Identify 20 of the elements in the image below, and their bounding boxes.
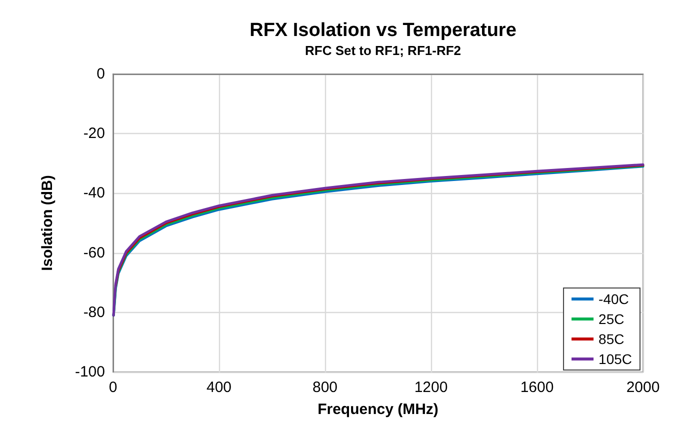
x-axis-title: Frequency (MHz) bbox=[318, 401, 438, 418]
y-tick-label: -80 bbox=[83, 304, 105, 321]
y-axis-title: Isolation (dB) bbox=[39, 175, 56, 271]
y-tick-label: -60 bbox=[83, 244, 105, 262]
legend-label: 25C bbox=[598, 311, 624, 327]
y-tick-label: -20 bbox=[83, 125, 105, 142]
y-tick-label: 0 bbox=[96, 66, 105, 82]
legend-label: -40C bbox=[598, 291, 629, 307]
legend-label: 105C bbox=[598, 351, 632, 367]
x-tick-label: 2000 bbox=[626, 379, 660, 396]
x-tick-label: 800 bbox=[312, 379, 338, 396]
y-tick-label: -40 bbox=[83, 184, 105, 202]
x-tick-label: 400 bbox=[206, 379, 232, 396]
chart-subtitle: RFC Set to RF1; RF1-RF2 bbox=[305, 43, 461, 58]
y-tick-label: -100 bbox=[74, 364, 105, 380]
x-tick-label: 1200 bbox=[414, 379, 448, 396]
chart-title: RFX Isolation vs Temperature bbox=[250, 20, 516, 41]
legend-label: 85C bbox=[598, 331, 624, 347]
x-tick-label: 1600 bbox=[520, 379, 554, 396]
x-tick-label: 0 bbox=[108, 379, 118, 396]
